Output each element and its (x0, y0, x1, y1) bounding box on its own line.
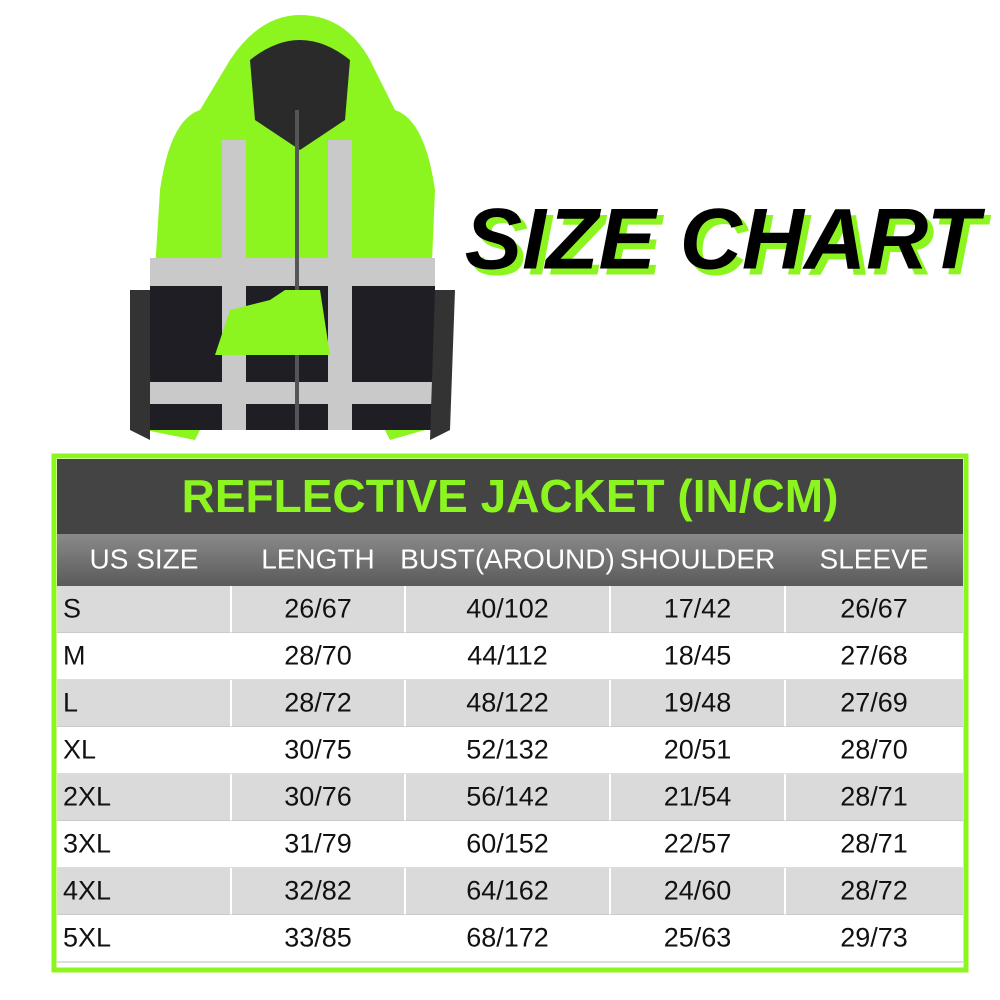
row-background (57, 821, 963, 868)
cell: 30/75 (284, 735, 352, 765)
cell: 28/71 (840, 782, 908, 812)
cell: 64/162 (466, 876, 549, 906)
column-header: US SIZE (90, 543, 199, 574)
cell: 32/82 (284, 876, 352, 906)
column-header: SLEEVE (820, 543, 929, 574)
table-title-bar (57, 459, 963, 534)
row-background (57, 868, 963, 915)
title: SIZE CHART (465, 192, 986, 288)
cell: 28/70 (284, 641, 352, 671)
cell: 18/45 (664, 641, 732, 671)
row-background (57, 915, 963, 962)
cell: 28/70 (840, 735, 908, 765)
cell: 44/112 (467, 641, 548, 671)
cell: 24/60 (664, 876, 732, 906)
cell: 28/71 (840, 829, 908, 859)
column-header: BUST(AROUND) (400, 543, 615, 574)
row-background (57, 633, 963, 680)
cell: L (63, 688, 78, 718)
cell: 4XL (63, 876, 111, 906)
title-shadow: SIZE CHART (471, 198, 992, 294)
cell: 28/72 (284, 688, 352, 718)
cell: 28/72 (840, 876, 908, 906)
cell: 5XL (63, 923, 111, 953)
cell: 21/54 (664, 782, 732, 812)
column-header: SHOULDER (620, 543, 776, 574)
cell: 33/85 (284, 923, 352, 953)
cell: 27/69 (840, 688, 908, 718)
cell: 2XL (63, 782, 111, 812)
cell: 26/67 (284, 594, 352, 624)
cell: 31/79 (284, 829, 352, 859)
cell: 68/172 (466, 923, 549, 953)
cell: 3XL (63, 829, 111, 859)
row-background (57, 680, 963, 727)
cell: 52/132 (466, 735, 549, 765)
cell: 20/51 (664, 735, 732, 765)
cell: M (63, 641, 86, 671)
cell: 30/76 (284, 782, 352, 812)
cell: 40/102 (466, 594, 549, 624)
jacket-illustration (130, 15, 455, 440)
cell: 22/57 (664, 829, 732, 859)
row-background (57, 727, 963, 774)
table-title: REFLECTIVE JACKET (IN/CM) (182, 470, 839, 522)
cell: 25/63 (664, 923, 732, 953)
cell: 26/67 (840, 594, 908, 624)
column-header-bar (57, 534, 963, 586)
column-header: LENGTH (261, 543, 375, 574)
row-background (57, 586, 963, 633)
cell: 29/73 (840, 923, 908, 953)
cell: 19/48 (664, 688, 732, 718)
cell: 48/122 (466, 688, 549, 718)
row-background (57, 774, 963, 821)
cell: 27/68 (840, 641, 908, 671)
cell: XL (63, 735, 96, 765)
cell: 56/142 (466, 782, 549, 812)
cell: 17/42 (664, 594, 732, 624)
cell: 60/152 (466, 829, 549, 859)
cell: S (63, 594, 81, 624)
